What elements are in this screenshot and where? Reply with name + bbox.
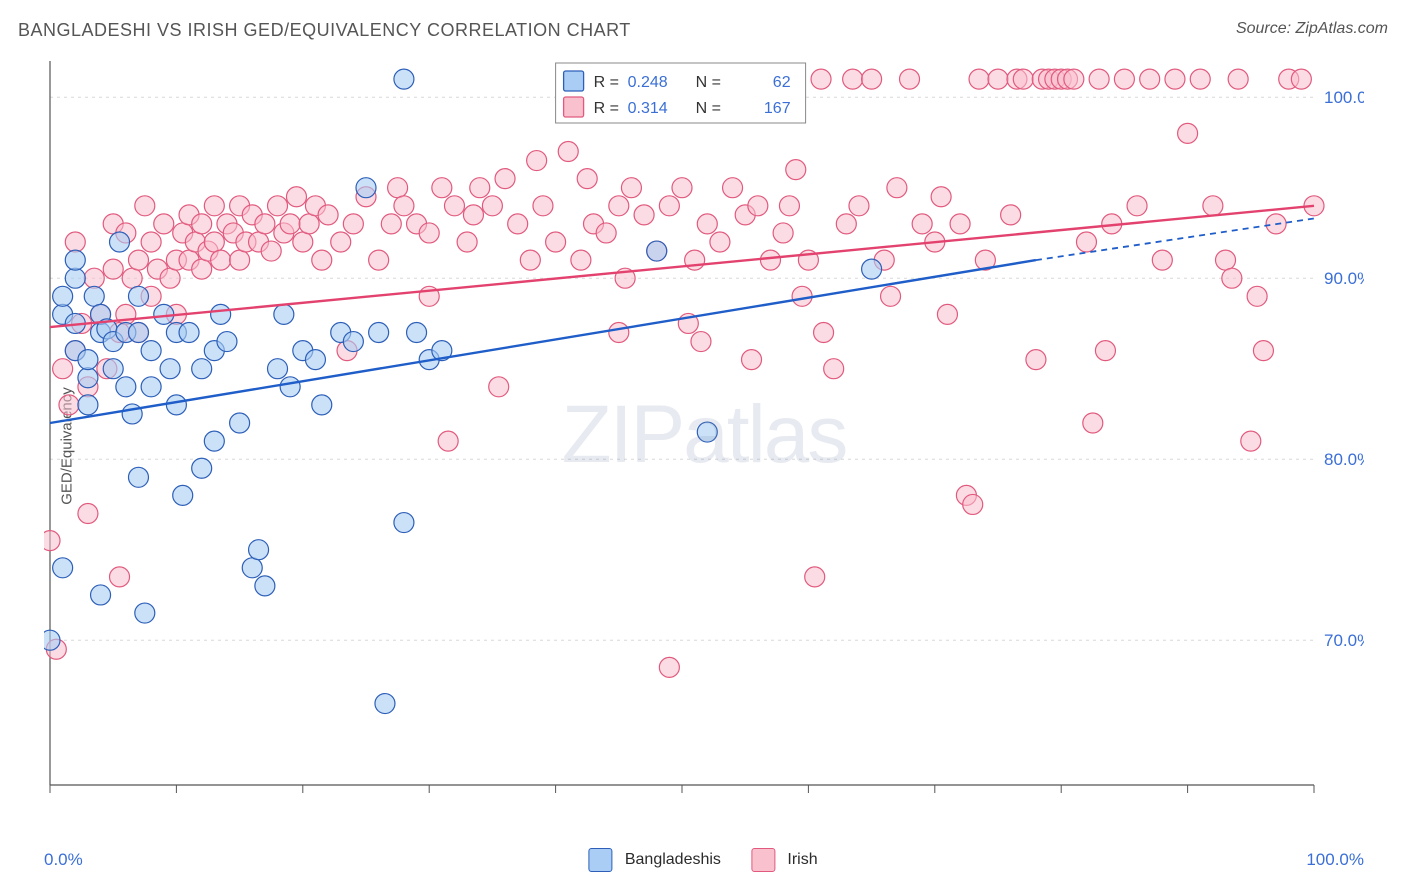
x-max-label: 100.0%: [1306, 850, 1364, 870]
legend-label: Irish: [787, 851, 817, 868]
legend-label: Bangladeshis: [625, 851, 721, 868]
chart-svg: 70.0% 80.0% 90.0% 100.0% R = 0.248 N = 62 R = 0.3…: [44, 55, 1364, 815]
svg-text:80.0%: 80.0%: [1324, 450, 1364, 469]
legend-bottom: Bangladeshis Irish: [588, 848, 817, 872]
svg-text:90.0%: 90.0%: [1324, 269, 1364, 288]
svg-text:62: 62: [773, 74, 791, 91]
svg-text:R =: R =: [594, 74, 619, 91]
chart-title: BANGLADESHI VS IRISH GED/EQUIVALENCY COR…: [18, 20, 631, 40]
svg-text:70.0%: 70.0%: [1324, 631, 1364, 650]
svg-text:167: 167: [764, 100, 791, 117]
svg-text:N =: N =: [696, 74, 721, 91]
legend-item-bangladeshis: Bangladeshis: [588, 848, 721, 872]
svg-text:R =: R =: [594, 100, 619, 117]
legend-swatch-icon: [588, 848, 612, 872]
svg-text:0.248: 0.248: [628, 74, 668, 91]
source-label: Source: ZipAtlas.com: [1236, 20, 1388, 38]
x-min-label: 0.0%: [44, 850, 83, 870]
svg-text:0.314: 0.314: [628, 100, 668, 117]
svg-text:100.0%: 100.0%: [1324, 88, 1364, 107]
legend-item-irish: Irish: [751, 848, 818, 872]
scatter-chart: 70.0% 80.0% 90.0% 100.0% R = 0.248 N = 62 R = 0.3…: [44, 55, 1364, 815]
svg-text:N =: N =: [696, 100, 721, 117]
legend-swatch-icon: [751, 848, 775, 872]
